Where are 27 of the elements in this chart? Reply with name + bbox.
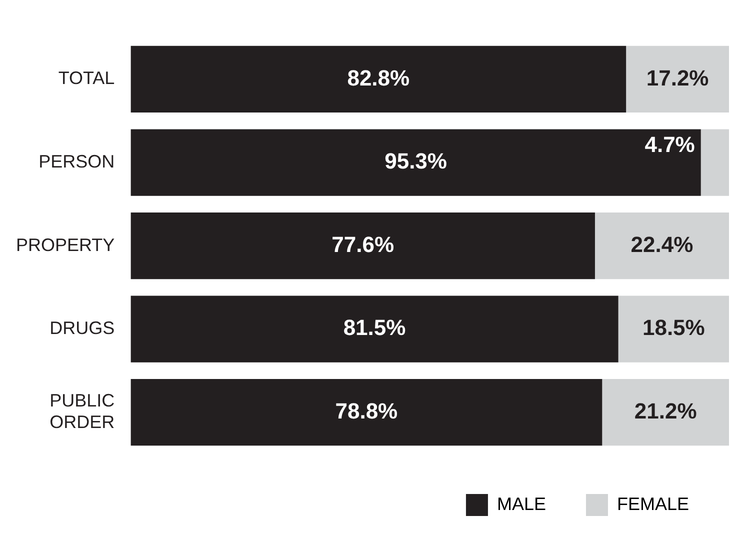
data-label: 17.2% (646, 65, 709, 90)
data-label: 18.5% (642, 315, 705, 340)
bar (618, 296, 729, 362)
data-label: 82.8% (347, 65, 410, 90)
bar (130, 129, 701, 196)
bar (130, 212, 595, 280)
data-label: 78.8% (335, 398, 398, 424)
bar (602, 379, 729, 446)
bar (130, 379, 602, 446)
data-label: 22.4% (630, 232, 694, 257)
bar (130, 46, 626, 113)
bar (700, 129, 729, 196)
y-tick-label: DRUGS (50, 318, 115, 338)
y-tick-label: TOTAL (58, 68, 115, 88)
bar (594, 212, 729, 280)
bar (130, 296, 618, 362)
data-label: 81.5% (343, 315, 406, 340)
y-tick-label: PUBLIC ORDER (50, 390, 115, 432)
data-label: 95.3% (384, 148, 447, 174)
data-label: 21.2% (634, 398, 697, 424)
data-label: 4.7% (644, 132, 695, 157)
legend-label: FEMALE (616, 494, 690, 514)
data-label: 77.6% (332, 232, 394, 257)
legend-label: MALE (496, 494, 546, 514)
bar (626, 46, 729, 113)
y-tick-label: PERSON (38, 151, 115, 172)
y-tick-label: PROPERTY (16, 234, 115, 255)
